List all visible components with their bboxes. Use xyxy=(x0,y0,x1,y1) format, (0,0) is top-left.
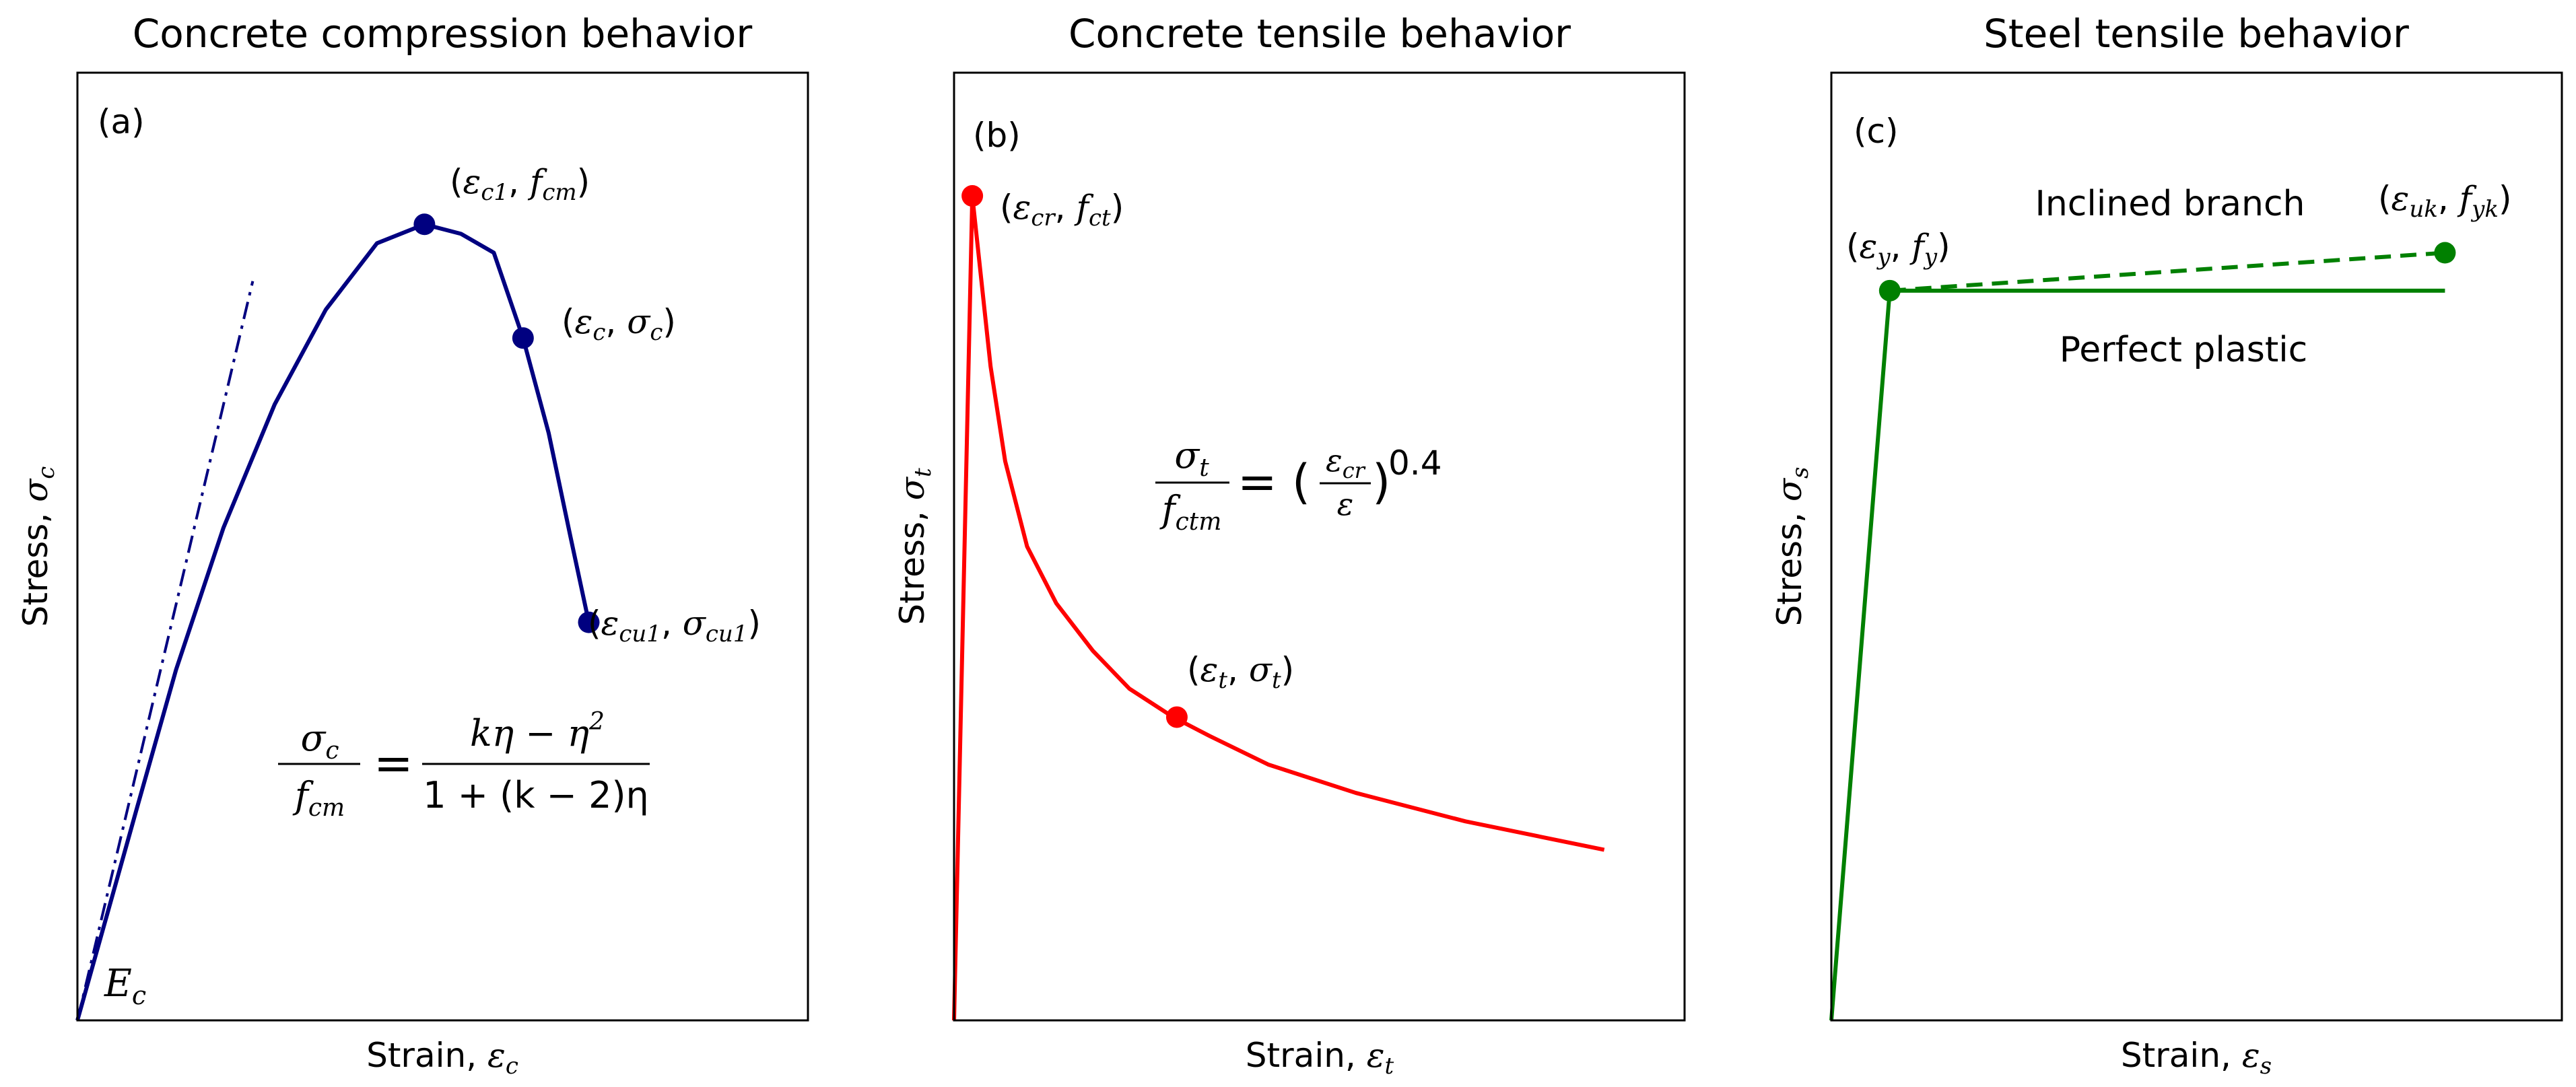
panel-c: Steel tensile behavior (c) (εy, fy) (εuk… xyxy=(1770,11,2563,1080)
equation-lhs-numerator: σc xyxy=(300,717,339,765)
panel-c-series-1-line xyxy=(1829,288,2445,1021)
point-label-ecr-fct: (εcr, fct) xyxy=(1000,188,1124,232)
point-label-ey-fy: (εy, fy) xyxy=(1846,227,1951,271)
panel-a-ylabel: Stress, σc xyxy=(16,466,60,627)
equation-power: 0.4 xyxy=(1388,444,1442,483)
panel-c-ylabel: Stress, σs xyxy=(1770,466,1814,626)
point-label-et-st: (εt, σt) xyxy=(1187,650,1294,694)
equation-rhs-numerator: εcr xyxy=(1326,442,1366,483)
point-label-ecu1-scu1: (εcu1, σcu1) xyxy=(588,604,761,647)
panel-c-frame xyxy=(1830,71,2563,1022)
equation-close-paren: ) xyxy=(1372,454,1390,510)
panel-c-xlabel: Strain, εs xyxy=(2121,1036,2272,1080)
equation-lhs-denominator: fctm xyxy=(1159,488,1222,536)
panel-b-plot xyxy=(952,185,1605,1021)
panel-b: Concrete tensile behavior (b) (εcr, fct)… xyxy=(893,11,1686,1080)
equation-equals: = ( xyxy=(1238,454,1310,510)
panel-c-plot xyxy=(1829,242,2456,1021)
panel-b-ylabel: Stress, σt xyxy=(893,468,937,625)
point-label-ec1-fcm: (εc1, fcm) xyxy=(450,162,590,206)
series-label-inclined-branch: Inclined branch xyxy=(2035,184,2305,224)
point-label-euk-fyk: (εuk, fyk) xyxy=(2378,179,2512,223)
modulus-label: Ec xyxy=(104,962,146,1010)
equation-equals: = xyxy=(374,736,413,791)
panel-b-label: (b) xyxy=(973,116,1021,155)
equation-lhs-numerator: σt xyxy=(1174,434,1209,482)
panel-c-label: (c) xyxy=(1854,112,1899,151)
panel-a-plot xyxy=(75,213,600,1021)
panel-b-point-2 xyxy=(1165,706,1188,728)
equation-rhs-denominator: ε xyxy=(1337,486,1354,522)
series-label-perfect-plastic: Perfect plastic xyxy=(2060,330,2308,370)
panel-a-point-1 xyxy=(413,213,436,236)
panel-a: Concrete compression behavior (a) (εc1, … xyxy=(16,11,809,1080)
panel-b-title: Concrete tensile behavior xyxy=(1069,11,1571,57)
panel-a-frame xyxy=(76,71,809,1022)
panel-c-series-2-line xyxy=(1889,250,2445,293)
equation-lhs-denominator: fcm xyxy=(292,774,345,822)
panel-c-point-1 xyxy=(1878,279,1901,302)
panel-a-series-1-line xyxy=(75,222,591,1021)
compression-equation: σc fcm = kη − η2 1 + (k − 2)η xyxy=(278,708,650,822)
point-label-ec-sc: (εc, σc) xyxy=(562,302,676,346)
panel-b-xlabel: Strain, εt xyxy=(1246,1036,1394,1080)
panel-a-point-2 xyxy=(512,327,534,349)
panel-a-xlabel: Strain, εc xyxy=(366,1036,518,1080)
equation-rhs-denominator: 1 + (k − 2)η xyxy=(423,774,649,816)
panel-a-label: (a) xyxy=(98,102,145,141)
panel-b-point-1 xyxy=(961,185,984,207)
tensile-equation: σt fctm = ( εcr ε ) 0.4 xyxy=(1155,434,1442,536)
panel-a-series-2-line xyxy=(76,281,255,1021)
equation-rhs-numerator: kη − η2 xyxy=(470,708,605,755)
panel-a-title: Concrete compression behavior xyxy=(133,11,753,57)
panel-a-point-3 xyxy=(578,611,600,633)
panel-b-frame xyxy=(953,71,1686,1022)
panel-b-series-1-line xyxy=(952,194,1605,1021)
panel-c-point-2 xyxy=(2434,242,2456,264)
panel-c-title: Steel tensile behavior xyxy=(1984,11,2409,57)
